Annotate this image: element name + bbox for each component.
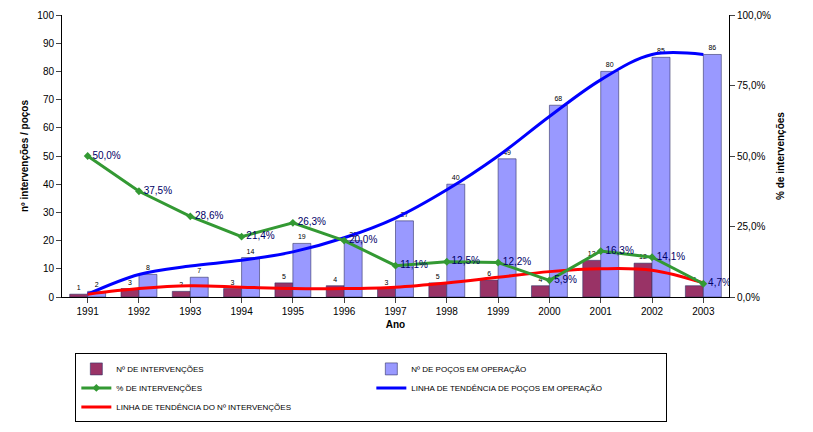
svg-text:100,0%: 100,0% [737, 10, 771, 21]
svg-text:49: 49 [503, 149, 511, 156]
svg-text:20: 20 [349, 231, 357, 238]
svg-text:30: 30 [43, 207, 55, 218]
svg-text:1996: 1996 [333, 306, 356, 317]
svg-text:6: 6 [487, 270, 491, 277]
svg-text:28,6%: 28,6% [195, 210, 223, 221]
svg-text:14: 14 [247, 248, 255, 255]
svg-text:4: 4 [692, 276, 696, 283]
svg-text:80: 80 [43, 66, 55, 77]
svg-text:LINHA DE TENDÊNCIA DE POÇOS EM: LINHA DE TENDÊNCIA DE POÇOS EM OPERAÇÃO [411, 384, 602, 393]
svg-text:1997: 1997 [384, 306, 407, 317]
svg-text:1994: 1994 [230, 306, 253, 317]
svg-text:2: 2 [95, 281, 99, 288]
svg-text:1991: 1991 [77, 306, 100, 317]
svg-text:1993: 1993 [179, 306, 202, 317]
svg-text:11,1%: 11,1% [400, 259, 428, 270]
svg-text:nº intervenções / poços: nº intervenções / poços [19, 100, 30, 212]
svg-text:10: 10 [43, 263, 55, 274]
svg-text:4,7%: 4,7% [708, 277, 729, 288]
svg-text:12,2%: 12,2% [503, 256, 531, 267]
svg-text:25,0%: 25,0% [737, 221, 765, 232]
svg-text:Nº DE POÇOS EM OPERAÇÃO: Nº DE POÇOS EM OPERAÇÃO [411, 365, 526, 374]
svg-text:0: 0 [48, 292, 54, 303]
svg-text:2001: 2001 [590, 306, 613, 317]
svg-text:16,3%: 16,3% [605, 245, 633, 256]
svg-text:20: 20 [43, 235, 55, 246]
svg-text:50: 50 [43, 151, 55, 162]
svg-text:1995: 1995 [282, 306, 305, 317]
svg-text:80: 80 [606, 61, 614, 68]
svg-text:12: 12 [639, 253, 647, 260]
svg-text:50,0%: 50,0% [737, 151, 765, 162]
svg-text:1: 1 [77, 284, 81, 291]
svg-text:4: 4 [538, 276, 542, 283]
svg-text:21,4%: 21,4% [246, 230, 274, 241]
svg-text:7: 7 [197, 267, 201, 274]
svg-text:2000: 2000 [538, 306, 561, 317]
svg-text:60: 60 [43, 122, 55, 133]
svg-text:1992: 1992 [128, 306, 151, 317]
svg-text:5: 5 [436, 273, 440, 280]
svg-text:3: 3 [385, 279, 389, 286]
svg-text:37,5%: 37,5% [144, 185, 172, 196]
svg-text:2002: 2002 [641, 306, 664, 317]
svg-text:% de intervenções: % de intervenções [775, 112, 786, 200]
svg-text:85: 85 [657, 47, 665, 54]
svg-text:12,5%: 12,5% [452, 255, 480, 266]
svg-text:2: 2 [179, 281, 183, 288]
svg-text:40: 40 [452, 174, 460, 181]
svg-text:Ano: Ano [386, 319, 405, 330]
svg-text:% DE INTERVENÇÕES: % DE INTERVENÇÕES [116, 384, 202, 393]
svg-text:90: 90 [43, 38, 55, 49]
svg-text:19: 19 [298, 233, 306, 240]
svg-text:Nº DE INTERVENÇÕES: Nº DE INTERVENÇÕES [116, 365, 203, 374]
svg-text:0,0%: 0,0% [737, 292, 760, 303]
svg-text:4: 4 [333, 276, 337, 283]
svg-text:68: 68 [554, 95, 562, 102]
svg-text:3: 3 [128, 279, 132, 286]
svg-text:13: 13 [588, 250, 596, 257]
svg-text:8: 8 [146, 264, 150, 271]
svg-text:1999: 1999 [487, 306, 510, 317]
svg-text:1998: 1998 [436, 306, 459, 317]
svg-text:LINHA DE TENDÊNCIA DO Nº INTER: LINHA DE TENDÊNCIA DO Nº INTERVENÇÕES [116, 403, 291, 412]
svg-text:50,0%: 50,0% [92, 150, 120, 161]
svg-text:3: 3 [231, 279, 235, 286]
svg-text:5: 5 [282, 273, 286, 280]
svg-text:70: 70 [43, 94, 55, 105]
svg-text:40: 40 [43, 179, 55, 190]
svg-text:2003: 2003 [692, 306, 715, 317]
svg-text:26,3%: 26,3% [298, 216, 326, 227]
svg-text:100: 100 [37, 10, 54, 21]
svg-text:20,0%: 20,0% [349, 234, 377, 245]
svg-text:5,9%: 5,9% [554, 274, 577, 285]
svg-text:27: 27 [401, 211, 409, 218]
svg-text:86: 86 [708, 44, 716, 51]
svg-text:75,0%: 75,0% [737, 80, 765, 91]
svg-text:14,1%: 14,1% [657, 251, 685, 262]
